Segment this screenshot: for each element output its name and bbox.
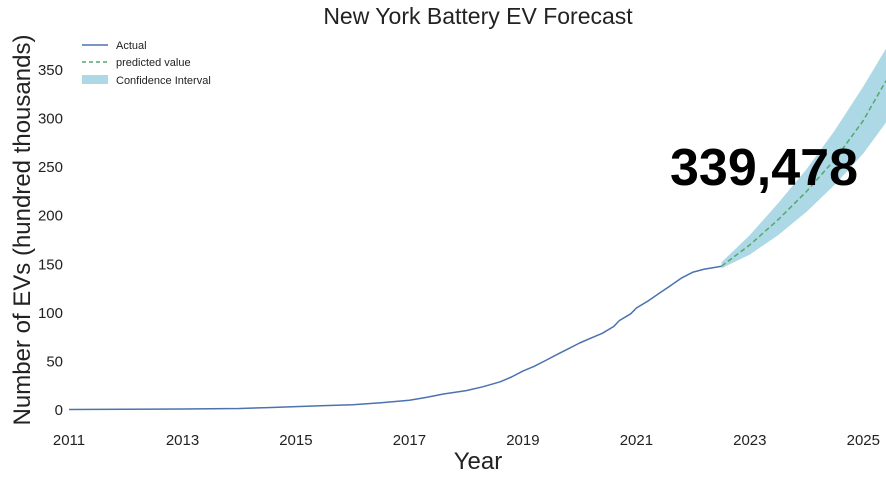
forecast-value-callout: 339,478 (670, 139, 858, 197)
chart-title: New York Battery EV Forecast (323, 3, 633, 29)
y-tick-label: 300 (38, 111, 63, 128)
confidence-interval-band (721, 48, 886, 269)
x-axis-label: Year (454, 448, 503, 475)
x-tick-label: 2023 (733, 432, 766, 449)
legend-predicted-label: predicted value (116, 57, 191, 69)
y-tick-label: 150 (38, 256, 63, 273)
y-axis-label: Number of EVs (hundred thousands) (9, 35, 36, 426)
y-tick-label: 200 (38, 208, 63, 225)
y-tick-label: 100 (38, 305, 63, 322)
y-tick-label: 50 (46, 353, 63, 370)
x-tick-label: 2017 (393, 432, 426, 449)
legend: Actual predicted value Confidence Interv… (82, 40, 211, 87)
y-tick-label: 250 (38, 159, 63, 176)
x-tick-label: 2011 (53, 432, 85, 449)
x-tick-label: 2021 (620, 432, 653, 449)
y-tick-label: 350 (38, 62, 63, 79)
legend-ci-swatch (82, 75, 108, 84)
x-tick-label: 2019 (506, 432, 539, 449)
legend-ci-label: Confidence Interval (116, 75, 211, 87)
legend-actual-label: Actual (116, 40, 147, 52)
x-tick-label: 2013 (166, 432, 199, 449)
actual-series-line (68, 265, 722, 411)
x-tick-label: 2025 (847, 432, 880, 449)
x-tick-label: 2015 (279, 432, 312, 449)
predicted-series-line (721, 80, 886, 267)
y-tick-label: 0 (55, 402, 63, 419)
